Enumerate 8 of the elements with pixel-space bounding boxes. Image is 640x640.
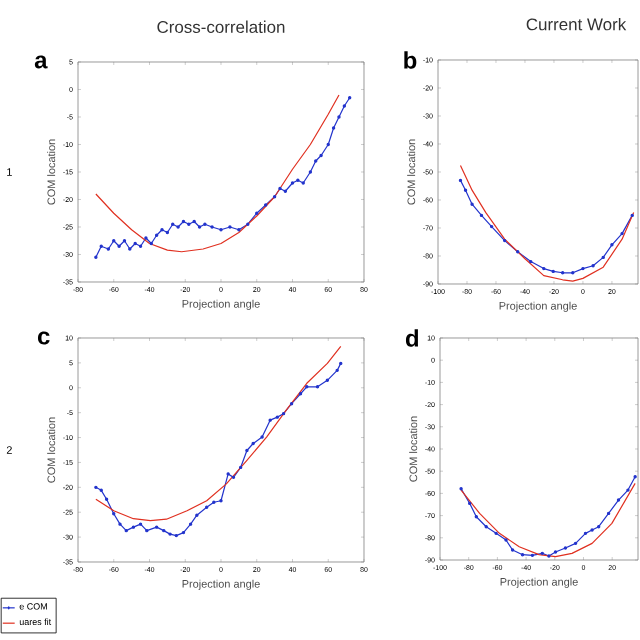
line-series <box>95 345 342 522</box>
text: d <box>405 329 419 347</box>
chart-title: Cross-correlation <box>157 20 285 33</box>
chart-title: Current Work <box>526 17 627 31</box>
text: a <box>34 55 48 69</box>
text: c <box>37 331 50 345</box>
line-series <box>459 164 635 282</box>
text: b <box>404 51 417 69</box>
